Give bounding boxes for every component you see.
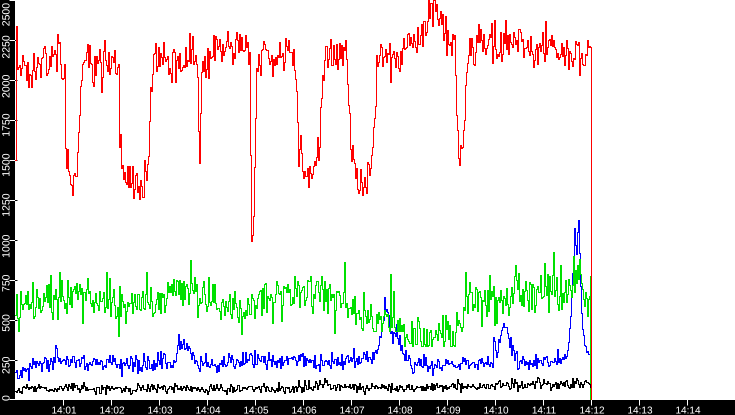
- svg-text:14:10: 14:10: [483, 405, 508, 415]
- svg-text:14:14: 14:14: [675, 405, 700, 415]
- svg-text:1000: 1000: [0, 234, 12, 258]
- svg-text:1500: 1500: [0, 153, 12, 177]
- svg-text:500: 500: [0, 314, 12, 332]
- svg-text:14:02: 14:02: [99, 405, 124, 415]
- svg-text:1250: 1250: [0, 193, 12, 217]
- svg-text:2250: 2250: [0, 35, 12, 59]
- svg-text:2500: 2500: [0, 3, 12, 27]
- svg-text:14:07: 14:07: [339, 405, 364, 415]
- svg-text:14:12: 14:12: [579, 405, 604, 415]
- svg-text:14:11: 14:11: [532, 405, 557, 415]
- svg-text:250: 250: [0, 356, 12, 374]
- svg-text:14:01: 14:01: [51, 405, 76, 415]
- svg-text:1750: 1750: [0, 113, 12, 137]
- svg-text:14:13: 14:13: [627, 405, 652, 415]
- svg-text:14:03: 14:03: [147, 405, 172, 415]
- svg-text:14:05: 14:05: [243, 405, 268, 415]
- svg-text:14:06: 14:06: [291, 405, 316, 415]
- svg-text:750: 750: [0, 274, 12, 292]
- svg-text:14:09: 14:09: [435, 405, 460, 415]
- svg-text:0: 0: [0, 395, 12, 401]
- svg-text:2000: 2000: [0, 74, 12, 98]
- svg-text:14:04: 14:04: [195, 405, 220, 415]
- svg-text:14:08: 14:08: [387, 405, 412, 415]
